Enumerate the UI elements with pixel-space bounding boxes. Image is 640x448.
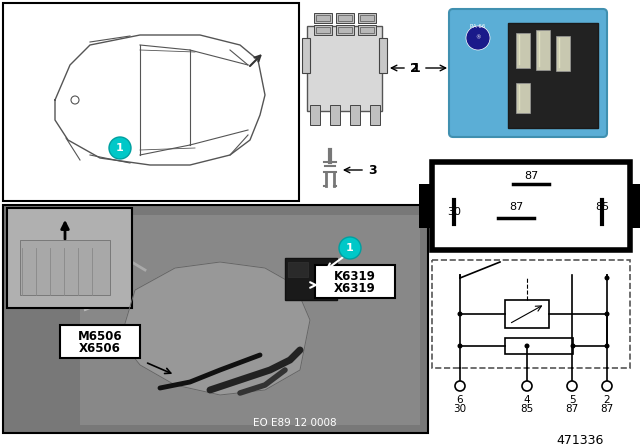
Bar (20, 240, 110, 295)
Circle shape (567, 381, 577, 391)
Circle shape (458, 344, 463, 349)
FancyBboxPatch shape (449, 9, 607, 137)
Bar (336, 13, 354, 23)
Bar (432, 260, 630, 368)
Text: 1: 1 (412, 61, 420, 74)
Text: 2: 2 (410, 61, 419, 74)
Text: ®: ® (476, 35, 481, 40)
Bar (370, 105, 380, 125)
Text: 85: 85 (595, 202, 609, 212)
Bar (629, 184, 640, 228)
Bar (350, 105, 360, 125)
Text: K6319: K6319 (334, 270, 376, 283)
Bar (505, 300, 549, 328)
Bar (505, 338, 573, 354)
Circle shape (605, 311, 609, 316)
Text: M6506: M6506 (77, 329, 122, 343)
Bar (80, 215, 420, 425)
Circle shape (109, 137, 131, 159)
Bar (3, 3, 299, 201)
Bar (307, 26, 382, 111)
Bar (330, 105, 340, 125)
Bar (516, 83, 530, 113)
Text: 2: 2 (604, 395, 611, 405)
Bar (285, 258, 337, 300)
Text: 85: 85 (520, 404, 534, 414)
Text: 87: 87 (524, 171, 538, 181)
Circle shape (339, 237, 361, 259)
Bar (536, 30, 550, 70)
Bar (336, 25, 354, 35)
Bar (419, 184, 433, 228)
Bar (316, 15, 330, 21)
Bar (310, 105, 320, 125)
Text: 1: 1 (346, 243, 354, 253)
Circle shape (602, 381, 612, 391)
Text: 3: 3 (368, 164, 376, 177)
Text: X6506: X6506 (79, 343, 121, 356)
Bar (60, 325, 140, 358)
Bar (315, 265, 395, 298)
Text: 5: 5 (569, 395, 575, 405)
Bar (3, 205, 428, 433)
Text: 87: 87 (600, 404, 614, 414)
Bar (358, 13, 376, 23)
Text: 1: 1 (116, 143, 124, 153)
Text: 87: 87 (509, 202, 523, 212)
Bar (358, 25, 376, 35)
Bar (338, 27, 352, 33)
Bar (556, 36, 570, 71)
Text: 87: 87 (565, 404, 579, 414)
Bar (360, 27, 374, 33)
Bar (338, 15, 352, 21)
Text: 6: 6 (457, 395, 463, 405)
Bar (302, 38, 310, 73)
Bar (7, 208, 132, 308)
Bar (316, 27, 330, 33)
Bar (516, 33, 530, 68)
Text: 471336: 471336 (556, 434, 604, 447)
Circle shape (605, 276, 609, 280)
Polygon shape (120, 262, 310, 395)
Circle shape (455, 381, 465, 391)
Bar (432, 162, 630, 250)
Circle shape (458, 311, 463, 316)
Circle shape (570, 344, 575, 349)
Bar (314, 13, 332, 23)
Circle shape (605, 344, 609, 349)
Text: 30: 30 (447, 207, 461, 217)
Circle shape (522, 381, 532, 391)
Text: 30: 30 (453, 404, 467, 414)
Circle shape (525, 344, 529, 349)
Text: 4: 4 (524, 395, 531, 405)
Bar (360, 15, 374, 21)
Text: EO E89 12 0008: EO E89 12 0008 (253, 418, 337, 428)
Text: PA 66: PA 66 (470, 23, 486, 29)
Bar (379, 38, 387, 73)
Bar (508, 23, 598, 128)
Text: X6319: X6319 (334, 283, 376, 296)
Bar (314, 25, 332, 35)
Circle shape (466, 26, 490, 50)
Bar (288, 262, 308, 277)
